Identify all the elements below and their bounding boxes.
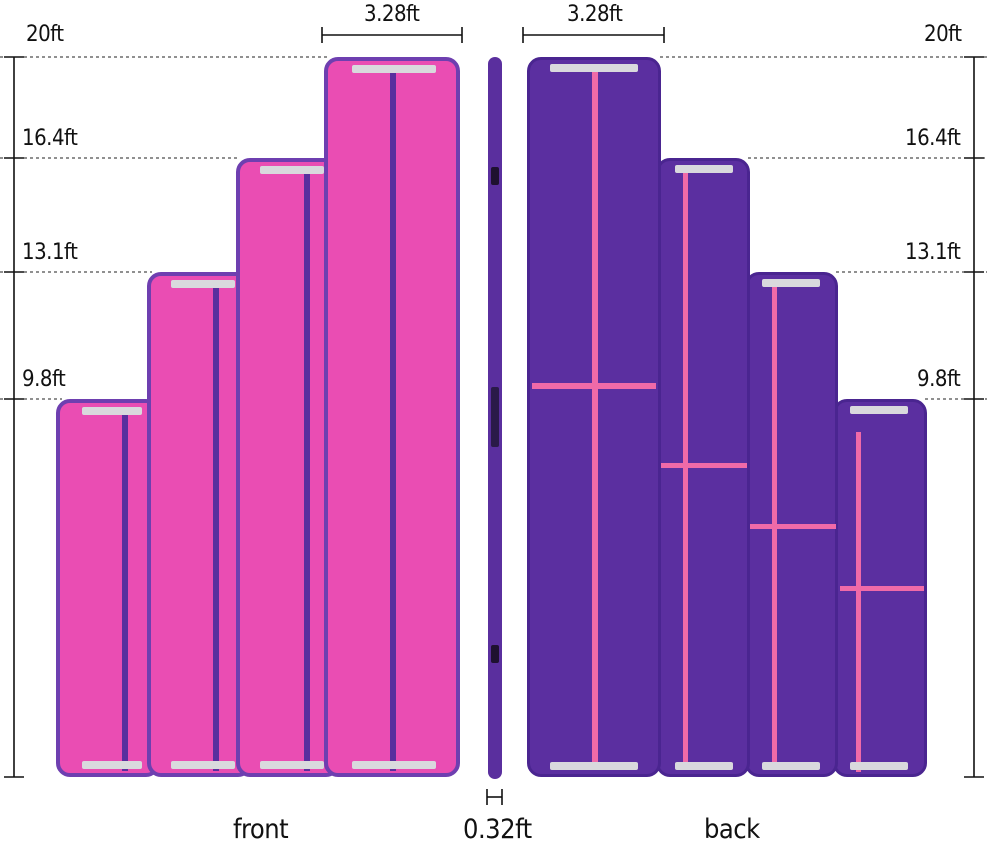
scale-bars [4, 27, 984, 805]
back-mat-16-4ft [656, 158, 750, 777]
bottom-handle [352, 761, 436, 769]
bottom-handle [762, 762, 820, 770]
bottom-handle [260, 761, 324, 769]
height-label-20ft-right: 20ft [924, 22, 962, 47]
height-label-16-4ft-right: 16.4ft [905, 126, 961, 151]
top-handle [850, 406, 908, 414]
top-handle [675, 165, 733, 173]
front-mat-20ft [324, 57, 460, 777]
height-guides [0, 56, 987, 400]
horizontal-stripe [840, 586, 924, 591]
height-label-9-8ft-left: 9.8ft [22, 367, 66, 392]
top-handle [550, 64, 638, 72]
center-stripe [304, 166, 310, 771]
valve-mark [491, 167, 499, 185]
width-label-front: 3.28ft [364, 2, 420, 27]
height-label-13-1ft-right: 13.1ft [905, 240, 961, 265]
width-label-back: 3.28ft [567, 2, 623, 27]
front-mat-9-8ft [56, 399, 160, 777]
bottom-handle [675, 762, 733, 770]
back-mat-13-1ft [745, 272, 838, 777]
bottom-handle [82, 761, 142, 769]
vertical-stripe [856, 432, 861, 772]
bottom-handle [850, 762, 908, 770]
vertical-stripe [683, 171, 688, 767]
top-handle [260, 166, 324, 174]
front-mat-13-1ft [147, 272, 252, 777]
horizontal-stripe [661, 463, 747, 468]
caption-back: back [704, 814, 760, 845]
bottom-handle [171, 761, 235, 769]
brand-mark [491, 387, 499, 447]
top-handle [352, 65, 436, 73]
top-handle [82, 407, 142, 415]
side-edge-view [488, 57, 502, 779]
horizontal-stripe [532, 383, 656, 389]
center-stripe [122, 407, 128, 771]
front-mat-16-4ft [236, 158, 340, 777]
top-handle [762, 279, 820, 287]
vertical-stripe [592, 68, 598, 770]
height-label-20ft-left: 20ft [26, 22, 64, 47]
height-label-16-4ft-left: 16.4ft [22, 126, 78, 151]
caption-front: front [233, 814, 289, 845]
horizontal-stripe [750, 524, 836, 529]
back-mat-20ft [527, 57, 661, 777]
valve-mark [491, 645, 499, 663]
bottom-handle [550, 762, 638, 770]
back-mat-9-8ft [833, 399, 927, 777]
thickness-label: 0.32ft [463, 814, 532, 845]
height-label-13-1ft-left: 13.1ft [22, 240, 78, 265]
top-handle [171, 280, 235, 288]
height-label-9-8ft-right: 9.8ft [917, 367, 961, 392]
center-stripe [213, 280, 219, 771]
center-stripe [390, 65, 396, 771]
